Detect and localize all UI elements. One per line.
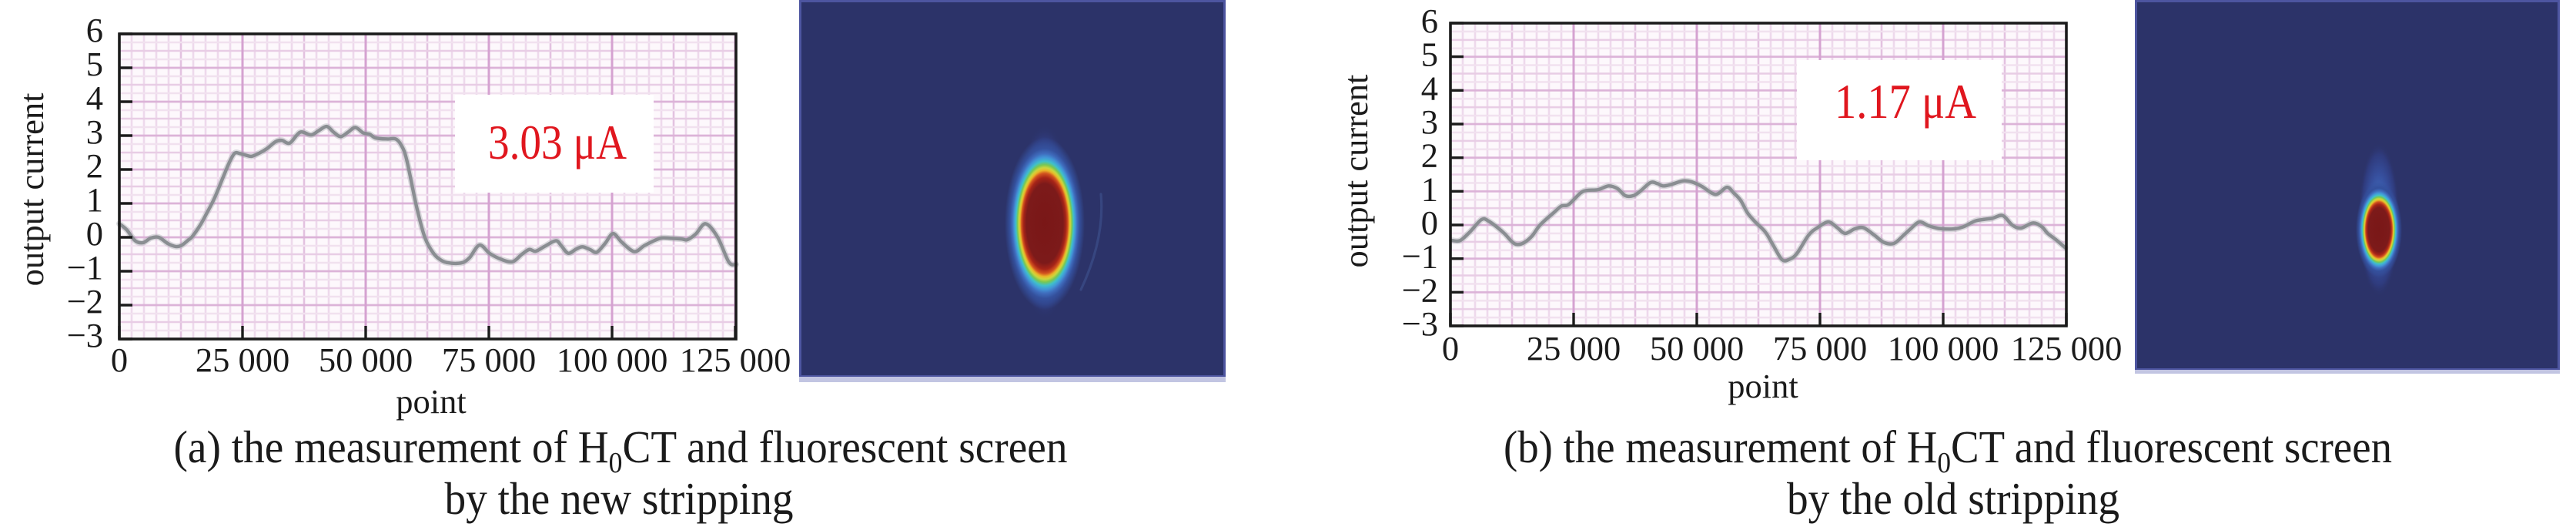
svg-text:6: 6 [1421, 2, 1438, 40]
svg-text:50 000: 50 000 [1650, 329, 1744, 368]
svg-text:by the old stripping: by the old stripping [1787, 473, 2119, 524]
svg-text:by the new stripping: by the new stripping [445, 473, 794, 524]
svg-text:6: 6 [86, 11, 103, 49]
svg-text:−3: −3 [67, 316, 103, 354]
svg-text:125 000: 125 000 [680, 341, 791, 379]
svg-text:point: point [396, 382, 467, 421]
svg-text:output current: output current [12, 92, 51, 286]
svg-text:3.03 μA: 3.03 μA [488, 116, 627, 170]
svg-text:0: 0 [86, 214, 103, 253]
svg-text:1.17 μA: 1.17 μA [1835, 75, 1976, 129]
svg-text:5: 5 [86, 45, 103, 83]
svg-text:25 000: 25 000 [196, 341, 289, 379]
svg-text:point: point [1728, 367, 1798, 405]
svg-text:−1: −1 [1402, 237, 1438, 276]
svg-text:3: 3 [86, 112, 103, 151]
svg-text:100 000: 100 000 [1888, 329, 1999, 368]
svg-text:2: 2 [1421, 136, 1438, 175]
svg-text:0: 0 [1442, 329, 1459, 368]
svg-text:50 000: 50 000 [319, 341, 413, 379]
svg-text:−3: −3 [1402, 304, 1438, 343]
svg-text:−2: −2 [67, 282, 103, 321]
svg-text:2: 2 [86, 146, 103, 185]
svg-text:0: 0 [1421, 203, 1438, 242]
svg-text:100 000: 100 000 [557, 341, 668, 379]
svg-text:4: 4 [1421, 69, 1438, 107]
svg-text:(b) the measurement of H0CT an: (b) the measurement of H0CT and fluoresc… [1504, 421, 2392, 479]
svg-text:75 000: 75 000 [442, 341, 536, 379]
svg-text:25 000: 25 000 [1527, 329, 1621, 368]
svg-text:0: 0 [111, 341, 128, 379]
svg-text:125 000: 125 000 [2011, 329, 2123, 368]
svg-text:−2: −2 [1402, 270, 1438, 309]
svg-text:4: 4 [86, 79, 103, 117]
svg-text:75 000: 75 000 [1773, 329, 1867, 368]
svg-text:output current: output current [1337, 74, 1375, 267]
svg-text:5: 5 [1421, 35, 1438, 74]
svg-text:1: 1 [1421, 170, 1438, 208]
svg-text:3: 3 [1421, 102, 1438, 141]
svg-text:1: 1 [86, 180, 103, 219]
svg-text:−1: −1 [67, 248, 103, 287]
